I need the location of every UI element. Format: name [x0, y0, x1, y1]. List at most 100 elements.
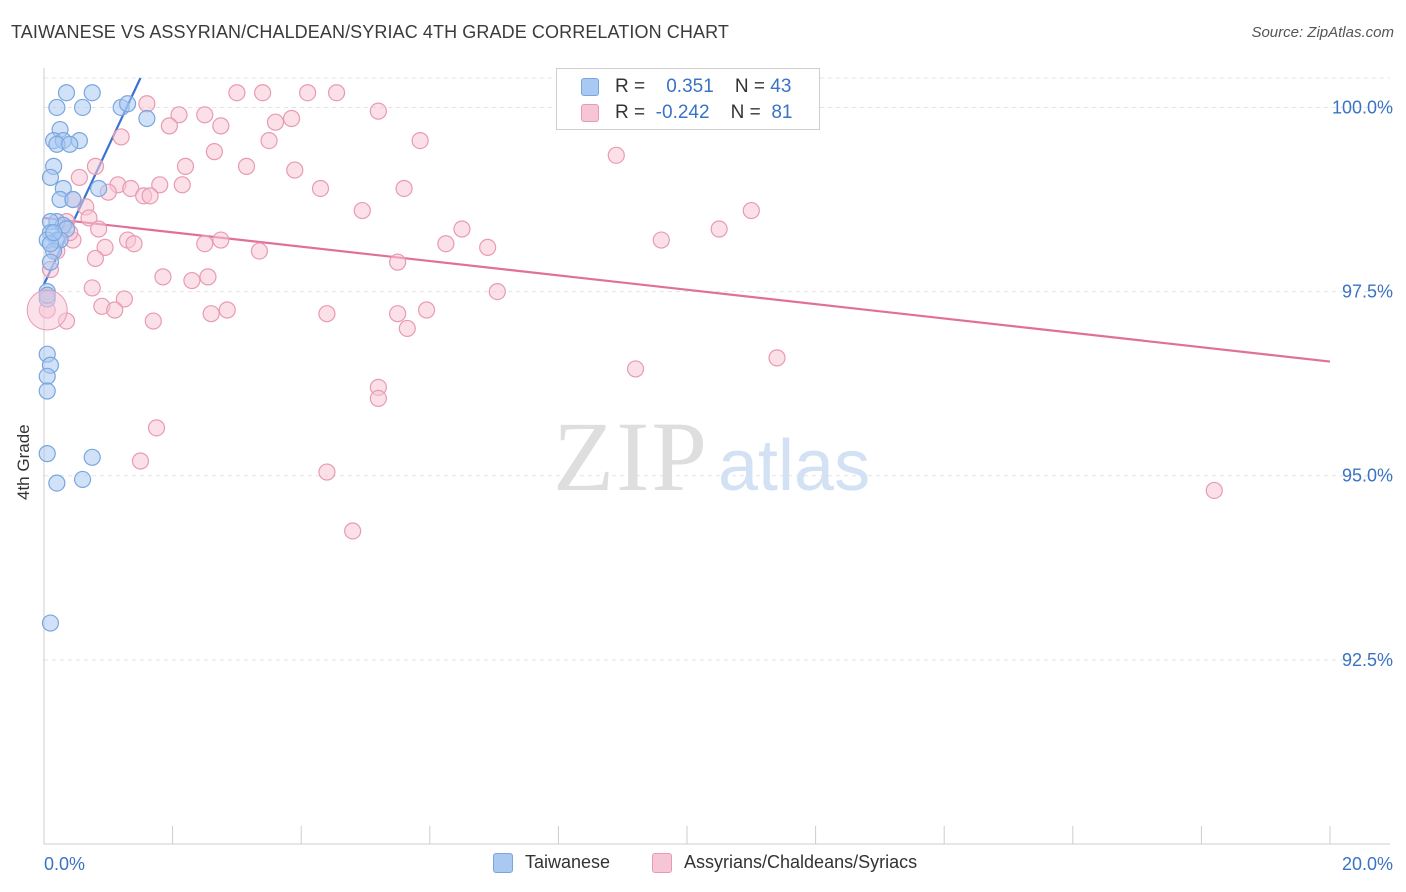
- y-tick-label: 100.0%: [1332, 97, 1393, 117]
- data-point: [38, 382, 56, 400]
- data-point: [266, 113, 285, 131]
- data-point: [138, 109, 156, 128]
- data-point: [260, 132, 278, 150]
- legend-r-label: R =: [615, 76, 646, 97]
- legend-swatch-taiwanese: [581, 78, 599, 96]
- data-point: [254, 84, 272, 102]
- data-point: [710, 220, 728, 238]
- data-point: [318, 305, 336, 323]
- axes: [43, 68, 1390, 845]
- data-point: [115, 290, 133, 308]
- data-point: [70, 168, 88, 187]
- bottom-legend-swatch-taiwanese: [493, 853, 513, 873]
- x-tick-label: 0.0%: [44, 854, 85, 874]
- legend-n-value: 81: [771, 102, 793, 123]
- y-axis-label: 4th Grade: [14, 424, 33, 500]
- y-tick-label: 97.5%: [1342, 282, 1393, 302]
- data-point: [199, 268, 217, 286]
- data-point: [125, 235, 143, 253]
- data-point: [90, 220, 108, 238]
- data-point: [218, 301, 236, 319]
- data-point: [45, 224, 63, 242]
- data-point: [118, 95, 137, 113]
- watermark: ZIP atlas: [553, 401, 870, 512]
- data-point: [41, 614, 60, 632]
- data-point: [170, 106, 188, 124]
- data-point: [83, 84, 101, 102]
- data-point: [141, 187, 159, 205]
- legend-n-label: N =: [734, 76, 766, 97]
- data-point: [742, 201, 760, 220]
- data-point: [112, 128, 130, 146]
- data-point: [38, 445, 56, 463]
- data-point: [768, 349, 786, 367]
- legend-r-label: R =: [615, 102, 646, 123]
- data-point: [38, 367, 56, 385]
- data-point: [196, 235, 214, 253]
- bottom-legend-swatch-assyrian: [652, 853, 672, 873]
- data-point: [86, 249, 105, 268]
- data-point: [138, 95, 156, 113]
- data-point: [106, 301, 124, 319]
- data-point: [73, 470, 92, 489]
- data-point: [398, 319, 416, 338]
- data-point: [488, 282, 506, 301]
- y-tick-label: 95.0%: [1342, 466, 1393, 486]
- data-point: [212, 117, 230, 135]
- data-point: [1205, 481, 1223, 500]
- data-point: [282, 109, 301, 128]
- watermark-atlas: atlas: [718, 426, 870, 506]
- data-points: [26, 84, 1223, 632]
- stats-legend: R = 0.351 N = 43 R = -0.242 N = 81: [556, 68, 820, 130]
- data-point: [353, 201, 371, 220]
- data-point: [61, 135, 79, 153]
- tick-labels: 92.5% 95.0% 97.5% 100.0% 0.0% 20.0%: [44, 97, 1393, 874]
- bottom-legend-label: Taiwanese: [525, 852, 611, 872]
- data-point: [64, 190, 82, 209]
- data-point: [151, 176, 169, 194]
- data-point: [41, 253, 60, 271]
- data-point: [183, 271, 201, 290]
- data-point: [205, 143, 223, 161]
- data-point: [173, 176, 191, 194]
- data-point: [48, 98, 66, 117]
- data-point: [48, 474, 66, 492]
- source-label: Source: ZipAtlas.com: [1251, 24, 1394, 41]
- data-point: [607, 146, 625, 164]
- data-point: [652, 231, 670, 249]
- data-point: [369, 102, 387, 120]
- data-point: [176, 157, 195, 175]
- legend-r-value: 0.351: [666, 76, 714, 97]
- data-point: [411, 132, 429, 150]
- data-point: [228, 84, 246, 102]
- data-point: [90, 179, 108, 198]
- data-point: [83, 279, 101, 297]
- data-point: [286, 161, 304, 179]
- legend-n-value: 43: [770, 76, 792, 97]
- data-point: [83, 448, 101, 466]
- data-point: [395, 179, 413, 198]
- data-point: [212, 231, 230, 249]
- data-point: [122, 179, 140, 198]
- data-point: [196, 106, 214, 124]
- data-point: [80, 209, 98, 227]
- data-point: [389, 253, 407, 271]
- data-point: [479, 238, 497, 257]
- data-point: [41, 168, 60, 187]
- data-point: [250, 242, 269, 260]
- data-point: [26, 289, 68, 331]
- y-tick-label: 92.5%: [1342, 650, 1393, 670]
- data-point: [626, 360, 645, 378]
- data-point: [86, 157, 105, 175]
- data-point: [160, 117, 178, 135]
- data-point: [299, 84, 317, 102]
- data-point: [369, 389, 387, 407]
- legend-r-value: -0.242: [655, 102, 710, 123]
- data-point: [318, 463, 336, 481]
- data-point: [417, 301, 436, 319]
- data-point: [96, 238, 114, 257]
- data-point: [327, 84, 346, 102]
- data-point: [437, 235, 455, 253]
- chart-title: TAIWANESE VS ASSYRIAN/CHALDEAN/SYRIAC 4T…: [11, 22, 729, 42]
